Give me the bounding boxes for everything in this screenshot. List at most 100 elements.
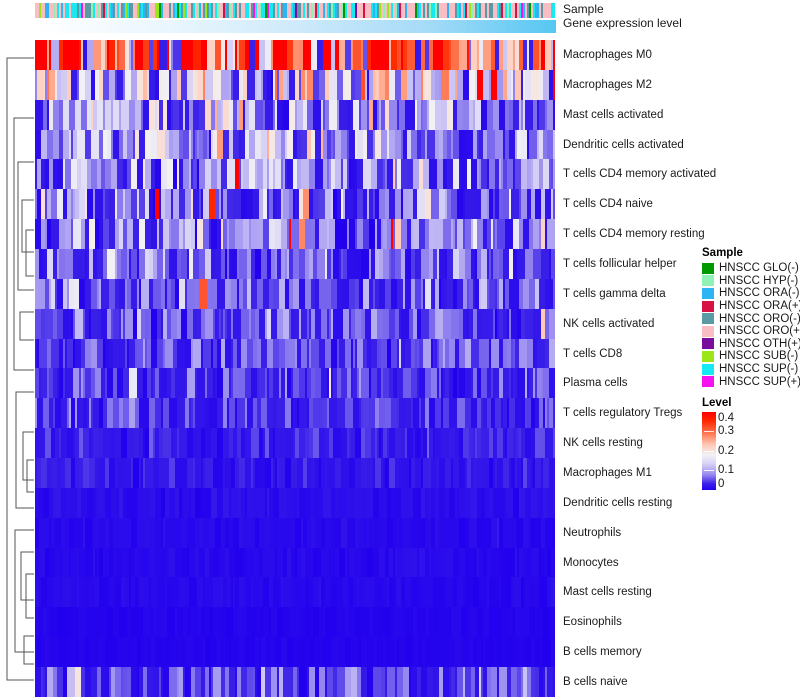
heatmap-cell bbox=[269, 547, 271, 578]
heatmap-cell bbox=[193, 69, 195, 100]
heatmap-cell bbox=[247, 428, 249, 459]
heatmap-cell bbox=[273, 219, 275, 250]
heatmap-cell bbox=[289, 40, 291, 70]
heatmap-cell bbox=[233, 249, 235, 279]
heatmap-cell bbox=[353, 278, 355, 309]
heatmap-cell bbox=[221, 99, 223, 130]
sample-annotation-cell bbox=[327, 3, 329, 18]
heatmap-cell bbox=[285, 458, 287, 488]
heatmap-cell bbox=[327, 159, 329, 190]
heatmap-cell bbox=[269, 368, 271, 399]
heatmap-cell bbox=[315, 428, 317, 459]
heatmap-cell bbox=[85, 219, 87, 250]
heatmap-cell bbox=[399, 129, 401, 160]
heatmap-cell bbox=[155, 129, 157, 160]
heatmap-cell bbox=[83, 368, 85, 399]
heatmap-cell bbox=[541, 99, 543, 130]
heatmap-cell bbox=[463, 338, 465, 369]
heatmap-cell bbox=[433, 547, 435, 578]
heatmap-cell bbox=[205, 458, 207, 488]
heatmap-cell bbox=[257, 69, 259, 100]
heatmap-cell bbox=[167, 69, 169, 100]
heatmap-cell bbox=[95, 189, 97, 220]
heatmap-cell bbox=[283, 129, 285, 160]
heatmap-cell bbox=[315, 69, 317, 100]
heatmap-cell bbox=[161, 69, 163, 100]
heatmap-cell bbox=[131, 99, 133, 130]
heatmap-cell bbox=[451, 517, 453, 548]
sample-annotation-cell bbox=[357, 3, 359, 18]
sample-annotation-cell bbox=[325, 3, 327, 18]
heatmap-cell bbox=[523, 308, 525, 339]
heatmap-cell bbox=[193, 308, 195, 339]
heatmap-cell bbox=[255, 99, 257, 130]
heatmap-cell bbox=[399, 517, 401, 548]
heatmap-cell bbox=[469, 249, 471, 279]
heatmap-cell bbox=[63, 428, 65, 459]
heatmap-cell bbox=[465, 278, 467, 309]
heatmap-cell bbox=[295, 308, 297, 339]
heatmap-cell bbox=[75, 428, 77, 459]
heatmap-cell bbox=[161, 547, 163, 578]
heatmap-cell bbox=[133, 368, 135, 399]
heatmap-row bbox=[35, 40, 556, 70]
heatmap-cell bbox=[333, 547, 335, 578]
heatmap-cell bbox=[219, 249, 221, 279]
heatmap-cell bbox=[67, 487, 69, 518]
heatmap-cell bbox=[405, 428, 407, 459]
sample-annotation-cell bbox=[155, 3, 157, 18]
heatmap-cell bbox=[35, 577, 37, 608]
heatmap-cell bbox=[85, 159, 87, 190]
heatmap-cell bbox=[161, 368, 163, 399]
heatmap-cell bbox=[141, 398, 143, 429]
heatmap-cell bbox=[37, 368, 39, 399]
heatmap-cell bbox=[137, 308, 139, 339]
heatmap-cell bbox=[303, 278, 305, 309]
heatmap-row bbox=[35, 99, 556, 130]
heatmap-cell bbox=[467, 338, 469, 369]
heatmap-cell bbox=[387, 458, 389, 488]
heatmap-cell bbox=[137, 40, 139, 70]
heatmap-cell bbox=[169, 368, 171, 399]
heatmap-cell bbox=[361, 458, 363, 488]
heatmap-cell bbox=[489, 428, 491, 459]
heatmap-cell bbox=[485, 547, 487, 578]
heatmap-cell bbox=[377, 40, 379, 70]
heatmap-cell bbox=[371, 308, 373, 339]
sample-annotation-cell bbox=[169, 3, 171, 18]
heatmap-cell bbox=[517, 219, 519, 250]
heatmap-cell bbox=[365, 99, 367, 130]
heatmap-cell bbox=[237, 40, 239, 70]
heatmap-cell bbox=[297, 458, 299, 488]
heatmap-cell bbox=[55, 487, 57, 518]
heatmap-cell bbox=[119, 219, 121, 250]
heatmap-cell bbox=[261, 189, 263, 220]
heatmap-cell bbox=[455, 129, 457, 160]
heatmap-cell bbox=[99, 278, 101, 309]
heatmap-cell bbox=[353, 40, 355, 70]
heatmap-cell bbox=[83, 487, 85, 518]
heatmap-cell bbox=[269, 398, 271, 429]
heatmap-cell bbox=[77, 69, 79, 100]
heatmap-cell bbox=[387, 219, 389, 250]
heatmap-cell bbox=[533, 99, 535, 130]
heatmap-cell bbox=[147, 249, 149, 279]
heatmap-cell bbox=[533, 219, 535, 250]
heatmap-cell bbox=[457, 219, 459, 250]
sample-annotation-cell bbox=[515, 3, 517, 18]
heatmap-cell bbox=[157, 338, 159, 369]
heatmap-cell bbox=[479, 99, 481, 130]
sample-annotation-cell bbox=[149, 3, 151, 18]
heatmap-cell bbox=[101, 40, 103, 70]
heatmap-cell bbox=[195, 99, 197, 130]
heatmap-cell bbox=[261, 159, 263, 190]
heatmap-cell bbox=[183, 99, 185, 130]
heatmap-cell bbox=[459, 308, 461, 339]
heatmap-cell bbox=[525, 338, 527, 369]
heatmap-cell bbox=[531, 547, 533, 578]
heatmap-cell bbox=[147, 428, 149, 459]
heatmap-cell bbox=[203, 278, 205, 309]
heatmap-cell bbox=[47, 40, 49, 70]
heatmap-cell bbox=[59, 308, 61, 339]
heatmap-cell bbox=[227, 428, 229, 459]
